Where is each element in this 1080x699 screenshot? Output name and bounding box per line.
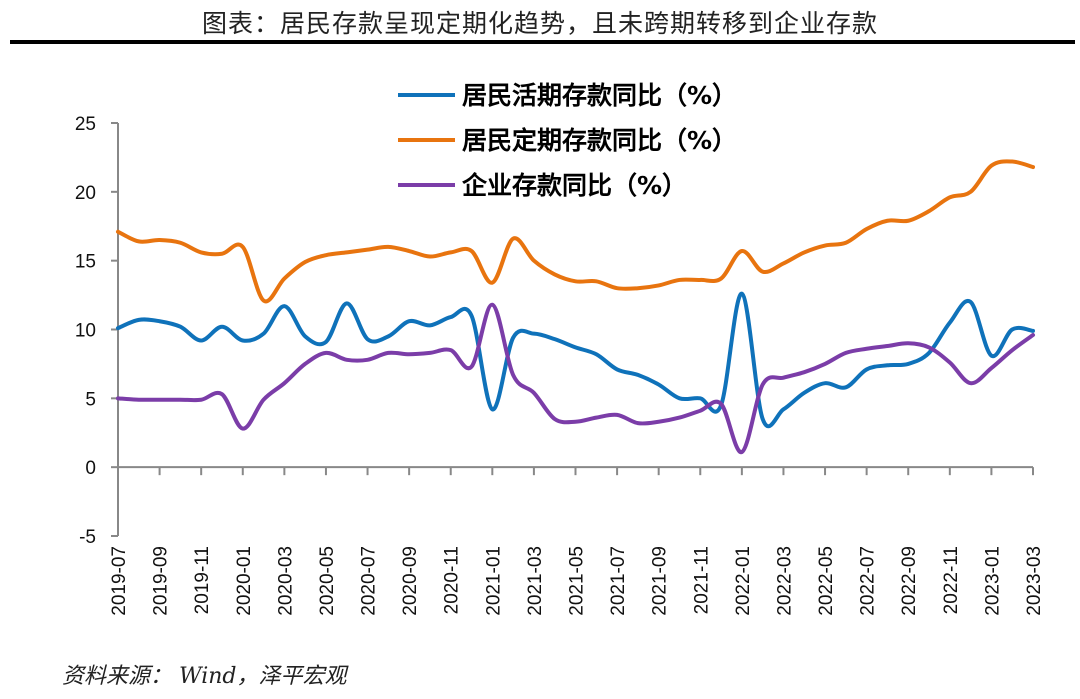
legend-label: 居民活期存款同比（%） <box>462 81 737 110</box>
x-tick-label: 2019-11 <box>192 546 213 614</box>
legend-label: 企业存款同比（%） <box>462 171 687 200</box>
series-line-1 <box>116 159 1035 304</box>
legend: 居民活期存款同比（%） 居民定期存款同比（%） 企业存款同比（%） <box>398 81 737 200</box>
x-tick-label: 2022-11 <box>941 546 962 614</box>
x-tick-label: 2019-07 <box>109 546 130 616</box>
x-tick-label: 2022-05 <box>816 546 837 616</box>
x-tick-label: 2022-09 <box>899 546 920 616</box>
y-tick-label: 0 <box>85 458 96 479</box>
y-tick-label: 10 <box>75 321 96 342</box>
x-tick-label: 2021-03 <box>525 546 546 616</box>
chart-title: 图表：居民存款呈现定期化趋势，且未跨期转移到企业存款 <box>201 9 878 38</box>
x-tick-label: 2022-03 <box>774 546 795 616</box>
y-tick-label: 5 <box>85 389 96 410</box>
y-tick-label: 20 <box>75 183 96 204</box>
x-tick-label: 2023-01 <box>982 546 1003 616</box>
x-tick-label: 2021-05 <box>567 546 588 616</box>
y-tick-label: 15 <box>75 252 96 273</box>
series-line-2 <box>116 302 1035 455</box>
y-tick-label: -5 <box>79 527 96 548</box>
x-tick-label: 2022-01 <box>733 546 754 616</box>
x-tick-label: 2020-01 <box>234 546 255 616</box>
x-tick-label: 2022-07 <box>858 546 879 616</box>
x-tick-label: 2021-09 <box>650 546 671 616</box>
x-tick-label: 2020-09 <box>400 546 421 616</box>
title-divider <box>10 40 1075 44</box>
x-tick-label: 2020-11 <box>442 546 463 614</box>
series-line-0 <box>116 291 1035 429</box>
x-tick-label: 2021-01 <box>483 546 504 616</box>
source-note: 资料来源： Wind，泽平宏观 <box>62 664 347 689</box>
x-tick-label: 2021-07 <box>608 546 629 616</box>
x-tick-label: 2021-11 <box>691 546 712 614</box>
x-tick-label: 2020-03 <box>275 546 296 616</box>
legend-label: 居民定期存款同比（%） <box>462 126 737 155</box>
x-tick-label: 2020-07 <box>359 546 380 616</box>
x-tick-label: 2020-05 <box>317 546 338 616</box>
axes: -5 0 5 10 15 20 25 2019-07 2019-09 2019-11 2020-01… <box>75 114 1045 616</box>
series-lines <box>116 159 1035 455</box>
x-tick-label: 2023-03 <box>1024 546 1045 616</box>
x-tick-label: 2019-09 <box>151 546 172 616</box>
y-tick-label: 25 <box>75 114 96 135</box>
